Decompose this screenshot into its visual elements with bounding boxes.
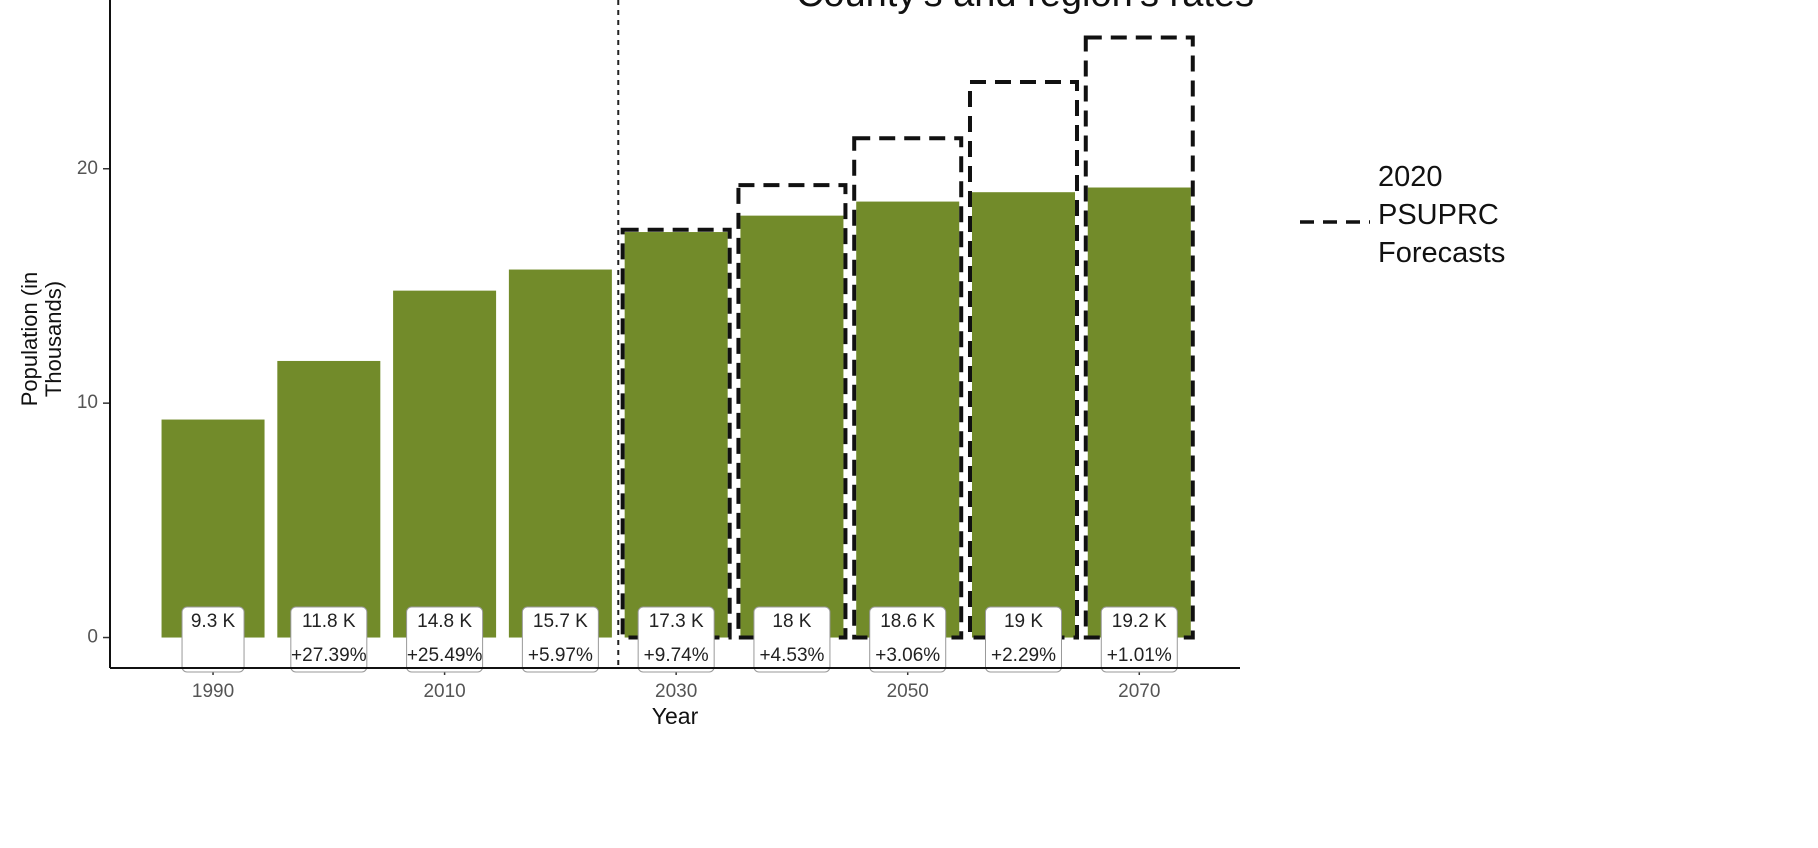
y-axis-label: Population (in Thousands)	[17, 271, 66, 407]
change-label: +27.39%	[291, 645, 367, 666]
label-box	[1100, 606, 1178, 673]
label-box	[181, 606, 245, 673]
value-label: 11.8 K	[302, 611, 356, 632]
change-label: +1.01%	[1107, 645, 1172, 666]
value-label: 14.8 K	[417, 611, 472, 632]
bar	[624, 232, 728, 638]
y-tick-label: 0	[87, 627, 98, 648]
value-label: 18.6 K	[880, 611, 935, 632]
chart-title: County's and region's rates	[796, 0, 1254, 15]
label-box	[637, 606, 715, 673]
label-box	[984, 606, 1062, 673]
bar	[393, 290, 497, 638]
bar	[971, 192, 1075, 638]
bar	[856, 201, 960, 638]
y-tick-label: 20	[77, 158, 98, 179]
label-box	[521, 606, 599, 673]
label-box	[290, 606, 368, 673]
bar	[740, 215, 844, 638]
bar	[161, 419, 265, 638]
value-label: 17.3 K	[649, 611, 704, 632]
change-label: +5.97%	[528, 645, 593, 666]
change-label: +3.06%	[875, 645, 940, 666]
legend-label: 2020 PSUPRC Forecasts	[1378, 161, 1506, 269]
y-tick-label: 10	[77, 392, 98, 413]
change-label: +25.49%	[407, 645, 483, 666]
forecast-bar	[620, 227, 732, 640]
bar	[277, 360, 381, 638]
x-tick-label: 2050	[887, 681, 929, 702]
bar	[1087, 187, 1191, 638]
label-box	[869, 606, 947, 673]
change-label: +4.53%	[759, 645, 824, 666]
value-label: 19 K	[1004, 611, 1043, 632]
x-tick-label: 1990	[192, 681, 234, 702]
x-tick-label: 2070	[1118, 681, 1160, 702]
x-tick-label: 2030	[655, 681, 697, 702]
bar	[508, 269, 612, 638]
value-label: 19.2 K	[1112, 611, 1167, 632]
value-label: 18 K	[772, 611, 811, 632]
change-label: +2.29%	[991, 645, 1056, 666]
change-label: +9.74%	[644, 645, 709, 666]
label-box	[753, 606, 831, 673]
label-box	[406, 606, 484, 673]
value-label: 9.3 K	[191, 611, 236, 632]
value-label: 15.7 K	[533, 611, 588, 632]
x-axis-label: Year	[652, 703, 699, 729]
x-tick-label: 2010	[423, 681, 465, 702]
